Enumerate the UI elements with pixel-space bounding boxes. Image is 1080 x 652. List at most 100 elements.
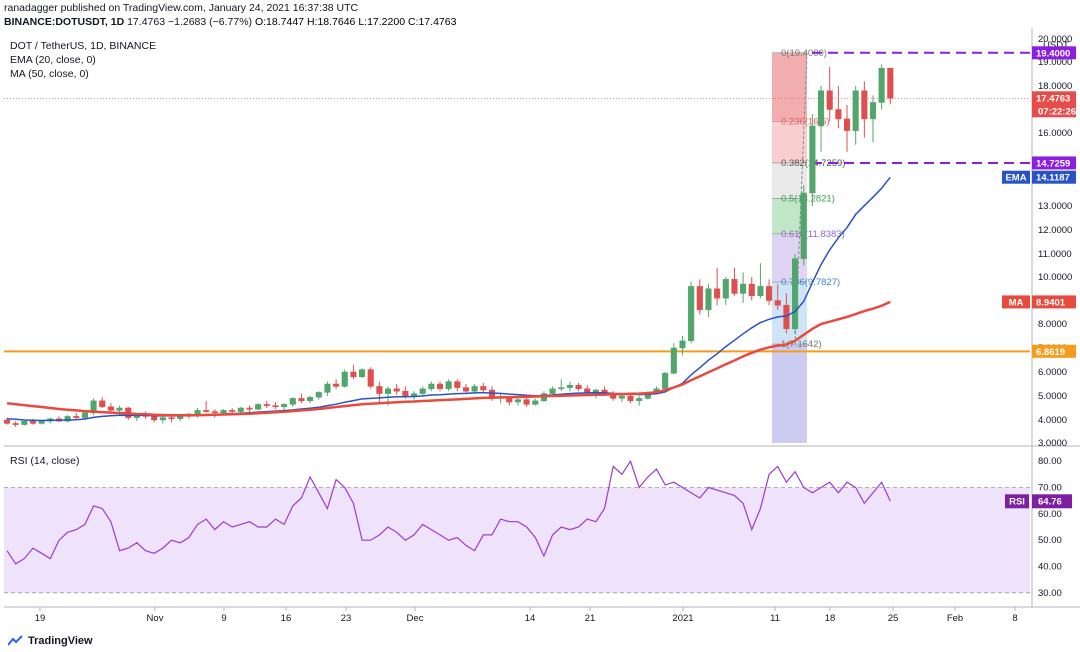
ema-legend[interactable]: EMA (20, close, 0): [10, 54, 96, 66]
candle-body: [393, 388, 400, 392]
price-unit-label: USDT: [1043, 40, 1069, 51]
rsi-tick-label: 60.00: [1038, 509, 1062, 520]
y-tick-label: 12.0000: [1038, 225, 1072, 236]
rsi-badge-tag-label: RSI: [1009, 496, 1025, 507]
rsi-badge-text: 64.76: [1038, 496, 1062, 507]
fib-level-label: 0.5(13.2821): [781, 194, 835, 205]
candle-body: [263, 404, 270, 406]
resistance-top-badge-text: 19.4000: [1036, 48, 1070, 59]
y-tick-label: 16.0000: [1038, 128, 1072, 139]
candle-body: [428, 383, 435, 390]
ma-legend[interactable]: MA (50, close, 0): [10, 68, 89, 80]
candle-body: [731, 279, 738, 294]
high-value: H:18.7646: [306, 16, 356, 28]
candle-body: [107, 406, 114, 411]
rsi-tick-label: 50.00: [1038, 535, 1062, 546]
x-tick-label: 11: [770, 613, 780, 624]
y-tick-label: 8.0000: [1038, 319, 1067, 330]
candle-body: [99, 400, 106, 408]
candle-body: [558, 387, 565, 390]
rsi-legend[interactable]: RSI (14, close): [10, 455, 80, 467]
candle-body: [523, 399, 530, 405]
candle-body: [289, 398, 296, 405]
candle-body: [662, 372, 669, 390]
y-tick-label: 20.0000: [1038, 34, 1072, 45]
candle-body: [705, 288, 712, 311]
candle-body: [688, 286, 695, 342]
tradingview-brand: TradingView: [28, 635, 93, 647]
candle-body: [237, 407, 244, 412]
y-tick-label: 18.0000: [1038, 81, 1072, 92]
fib-level-label: 0.236(16.5): [781, 116, 830, 127]
candle-body: [211, 411, 218, 414]
candle-body: [800, 192, 807, 259]
candle-body: [116, 407, 123, 411]
candle-body: [81, 412, 88, 418]
candle-body: [324, 383, 331, 393]
candle-body: [532, 400, 539, 405]
open-value: O:18.7447: [254, 16, 305, 28]
candle-body: [636, 398, 643, 402]
candle-body: [792, 258, 799, 330]
tradingview-logo-icon: [8, 635, 23, 646]
rsi-band: [4, 487, 1030, 593]
candle-body: [64, 416, 71, 422]
moving-average-lines: [6, 176, 891, 422]
candle-body: [194, 410, 201, 415]
last-price-badge-countdown: 07:22:26: [1038, 106, 1076, 117]
x-tick-label: Dec: [407, 613, 424, 624]
ema-badge-tag-label: EMA: [1005, 173, 1026, 184]
candle-body: [376, 386, 383, 394]
candle-body: [861, 90, 868, 120]
candle-body: [12, 423, 19, 425]
candle-body: [419, 388, 426, 394]
candle-body: [748, 283, 755, 297]
y-tick-label: 4.0000: [1038, 415, 1067, 426]
candle-body: [584, 388, 591, 393]
candle-body: [220, 410, 227, 414]
candle-body: [670, 347, 677, 374]
resistance-top-badge: [1032, 46, 1076, 60]
y-tick-label: 13.0000: [1038, 201, 1072, 212]
rsi-badge-tag: [1005, 494, 1029, 509]
candle-body: [878, 67, 885, 103]
x-tick-label: 21: [585, 613, 596, 624]
ma-badge-tag-label: MA: [1009, 297, 1024, 308]
rsi-tick-label: 40.00: [1038, 562, 1062, 573]
ma-badge-tag: [1002, 295, 1030, 309]
candle-body: [774, 300, 781, 306]
horizontal-levels: [4, 51, 1030, 353]
candle-body: [757, 286, 764, 297]
candle-body: [21, 420, 28, 425]
x-tick-label: 25: [888, 613, 899, 624]
candle-body: [480, 386, 487, 391]
fib-level-label: 0(19.4000): [781, 48, 827, 59]
candle-body: [229, 410, 236, 412]
candle-body: [869, 102, 877, 120]
ema-badge-tag: [1002, 170, 1030, 184]
candle-body: [575, 384, 582, 390]
candle-body: [445, 381, 452, 390]
rsi-tick-label: 70.00: [1038, 483, 1062, 494]
x-tick-label: Nov: [147, 613, 164, 624]
y-tick-label: 11.0000: [1038, 249, 1072, 260]
candle-body: [3, 419, 11, 424]
y-tick-label: 6.0000: [1038, 367, 1067, 378]
tradingview-logo[interactable]: TradingView: [8, 635, 93, 647]
ma-line: [6, 300, 891, 417]
candle-body: [843, 118, 851, 131]
x-tick-label: 19: [35, 613, 46, 624]
symbol-label: BINANCE:DOTUSDT, 1D: [4, 16, 125, 28]
candle-body: [350, 371, 357, 378]
candle-body: [471, 386, 478, 392]
candle-body: [887, 67, 894, 99]
candle-body: [766, 286, 773, 301]
fib-zone: [772, 52, 807, 122]
candle-body: [151, 416, 158, 421]
support-badge: [1032, 344, 1076, 358]
publish-line: ranadagger published on TradingView.com,…: [4, 2, 359, 14]
fib-level-label: 0.786(9.7827): [781, 277, 840, 288]
ma-badge: [1032, 295, 1076, 309]
candle-body: [783, 304, 790, 330]
candle-body: [384, 388, 392, 394]
